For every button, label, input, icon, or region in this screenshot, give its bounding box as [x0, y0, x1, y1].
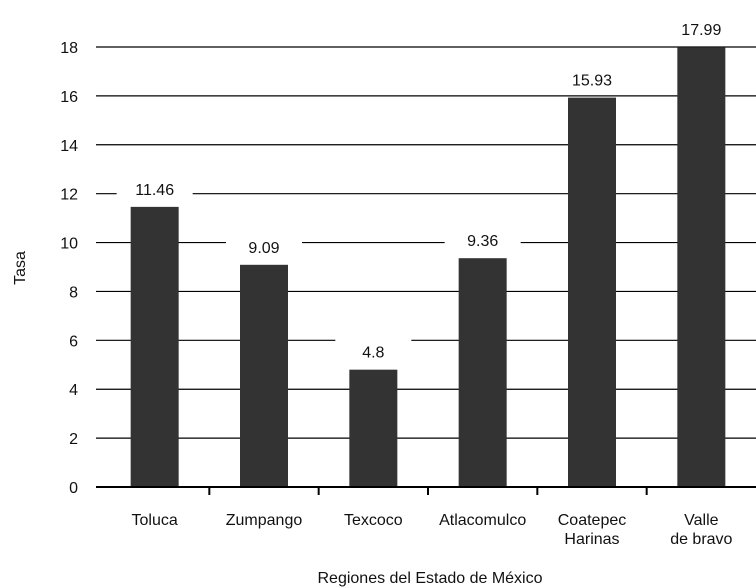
bar — [349, 369, 398, 487]
y-tick-label: 16 — [60, 89, 78, 106]
labels: 0 2 4 6 8 10 12 14 16 18 11.46 9.09 4.8 9.36 15.93 17.9… — [60, 22, 732, 548]
data-label: 17.99 — [681, 22, 721, 39]
y-axis-title: Tasa — [12, 251, 29, 285]
data-label: 9.09 — [248, 240, 279, 257]
axes — [96, 486, 756, 495]
y-tick-label: 10 — [60, 236, 78, 253]
data-label: 9.36 — [467, 233, 498, 250]
data-label: 4.8 — [362, 345, 384, 362]
x-tick-label: Toluca — [132, 512, 178, 529]
y-tick-label: 8 — [69, 284, 78, 301]
y-tick-label: 2 — [69, 431, 78, 448]
x-tick-label: Valle de bravo — [670, 512, 732, 548]
bars — [130, 47, 726, 487]
x-axis-title: Regiones del Estado de México — [317, 570, 542, 587]
y-tick-label: 6 — [69, 333, 78, 350]
x-tick-label: Texcoco — [344, 512, 403, 529]
bar — [677, 47, 726, 487]
x-tick-label: Coatepec Harinas — [558, 512, 627, 548]
bar — [458, 258, 507, 487]
gridlines — [96, 46, 756, 488]
bar — [240, 264, 288, 487]
y-tick-label: 18 — [60, 40, 78, 57]
data-label: 11.46 — [135, 182, 174, 199]
data-label: 15.93 — [572, 73, 612, 90]
y-tick-label: 12 — [60, 187, 78, 204]
y-tick-label: 0 — [69, 480, 78, 497]
x-tick-label: Zumpango — [226, 512, 303, 529]
x-tick-label: Atlacomulco — [439, 512, 526, 529]
bar — [568, 97, 616, 487]
y-tick-label: 4 — [69, 382, 78, 399]
bar — [130, 206, 179, 487]
y-tick-label: 14 — [60, 138, 78, 155]
